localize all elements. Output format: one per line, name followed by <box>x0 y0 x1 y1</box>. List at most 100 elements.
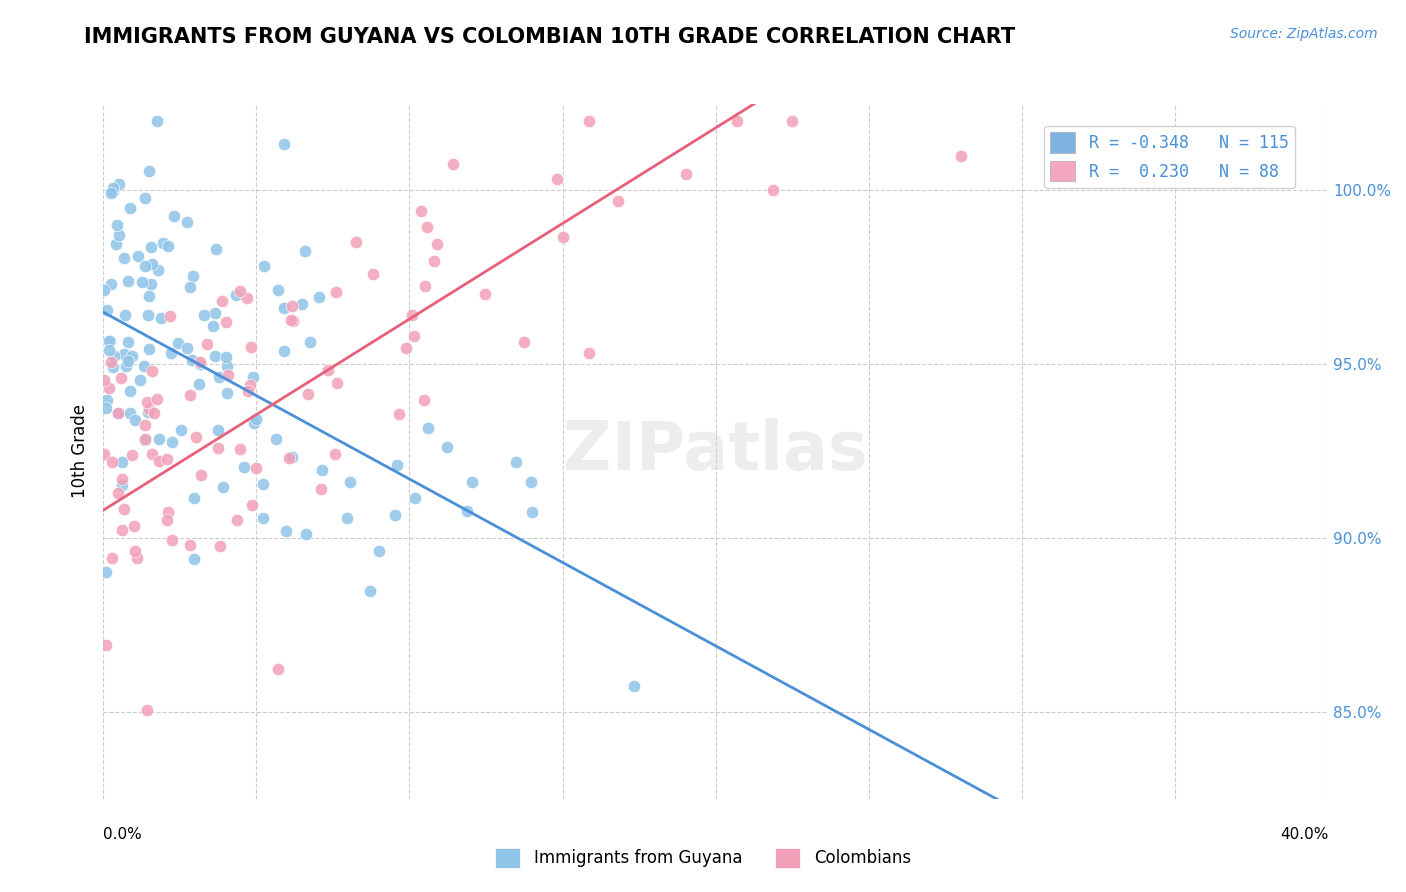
Point <box>134 191 156 205</box>
Point <box>359 584 381 599</box>
Point <box>207 441 229 455</box>
Point <box>409 204 432 219</box>
Legend: R = -0.348   N = 115, R =  0.230   N = 88: R = -0.348 N = 115, R = 0.230 N = 88 <box>1043 126 1295 188</box>
Point <box>100 355 122 369</box>
Point <box>606 194 628 208</box>
Point <box>339 475 361 490</box>
Point <box>108 177 131 191</box>
Point <box>323 447 346 461</box>
Point <box>404 491 426 505</box>
Point <box>294 527 316 541</box>
Point <box>125 550 148 565</box>
Point <box>217 359 239 373</box>
Point <box>134 259 156 273</box>
Point <box>136 309 159 323</box>
Point <box>118 406 141 420</box>
Point <box>114 308 136 322</box>
Point <box>242 370 264 384</box>
Point <box>163 209 186 223</box>
Point <box>546 171 568 186</box>
Point <box>245 460 267 475</box>
Point <box>239 340 262 354</box>
Point <box>325 285 347 299</box>
Point <box>243 416 266 430</box>
Point <box>141 447 163 461</box>
Point <box>94 638 117 652</box>
Point <box>179 280 201 294</box>
Point <box>267 662 290 676</box>
Point <box>385 458 408 472</box>
Point <box>104 236 127 251</box>
Point <box>97 334 120 348</box>
Point <box>522 505 544 519</box>
Point <box>148 454 170 468</box>
Point <box>211 480 233 494</box>
Point <box>160 345 183 359</box>
Point <box>415 219 437 234</box>
Point <box>141 277 163 292</box>
Point <box>157 505 180 519</box>
Point <box>188 357 211 371</box>
Point <box>725 114 748 128</box>
Point <box>423 253 446 268</box>
Point <box>105 218 128 232</box>
Point <box>202 318 225 333</box>
Point <box>136 405 159 419</box>
Point <box>93 447 115 461</box>
Point <box>215 350 238 364</box>
Point <box>117 274 139 288</box>
Point <box>344 235 367 249</box>
Point <box>179 538 201 552</box>
Point <box>136 394 159 409</box>
Point <box>156 513 179 527</box>
Point <box>141 257 163 271</box>
Point <box>122 519 145 533</box>
Point <box>145 392 167 406</box>
Point <box>94 565 117 579</box>
Point <box>217 368 239 382</box>
Point <box>111 455 134 469</box>
Point <box>225 287 247 301</box>
Point <box>401 308 423 322</box>
Point <box>166 335 188 350</box>
Point <box>101 360 124 375</box>
Point <box>188 377 211 392</box>
Point <box>238 384 260 398</box>
Point <box>110 478 132 492</box>
Point <box>204 305 226 319</box>
Point <box>280 450 302 464</box>
Point <box>176 215 198 229</box>
Point <box>135 703 157 717</box>
Point <box>93 284 115 298</box>
Point <box>780 114 803 128</box>
Point <box>273 137 295 152</box>
Point <box>456 504 478 518</box>
Point <box>120 202 142 216</box>
Point <box>98 381 121 395</box>
Point <box>762 183 785 197</box>
Point <box>132 359 155 373</box>
Point <box>131 275 153 289</box>
Point <box>141 364 163 378</box>
Point <box>294 244 316 258</box>
Point <box>183 551 205 566</box>
Point <box>134 433 156 447</box>
Point <box>183 491 205 506</box>
Text: IMMIGRANTS FROM GUYANA VS COLOMBIAN 10TH GRADE CORRELATION CHART: IMMIGRANTS FROM GUYANA VS COLOMBIAN 10TH… <box>84 27 1015 46</box>
Point <box>100 334 122 348</box>
Point <box>229 284 252 298</box>
Point <box>461 475 484 490</box>
Point <box>578 346 600 360</box>
Point <box>204 349 226 363</box>
Point <box>107 406 129 420</box>
Point <box>513 335 536 350</box>
Y-axis label: 10th Grade: 10th Grade <box>72 404 89 499</box>
Point <box>101 455 124 469</box>
Text: ZIPatlas: ZIPatlas <box>564 418 868 484</box>
Point <box>96 303 118 318</box>
Point <box>308 290 330 304</box>
Point <box>193 308 215 322</box>
Point <box>309 482 332 496</box>
Point <box>413 279 436 293</box>
Point <box>148 432 170 446</box>
